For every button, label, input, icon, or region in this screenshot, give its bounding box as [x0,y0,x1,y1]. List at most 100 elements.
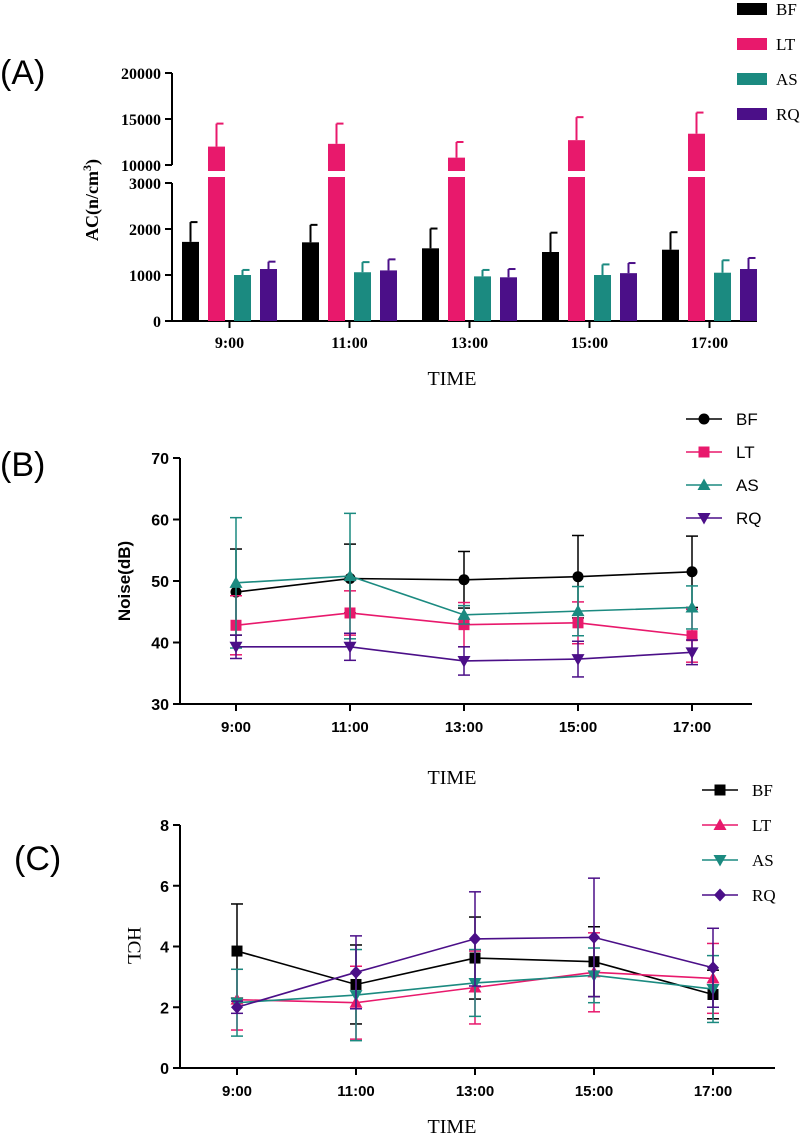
bar-bf-15-00 [542,252,559,321]
legend-label-as: AS [736,476,759,495]
point-rq-11-00 [343,641,357,654]
legend-label-as: AS [752,851,774,870]
x-tick-label: 13:00 [445,719,483,736]
x-tick-label: 11:00 [331,719,369,736]
bar-lt-17-00-lower [688,177,705,321]
point-rq-13-00 [469,932,481,946]
x-tick-label: 17:00 [673,719,711,736]
y-tick-label: 3000 [129,176,161,193]
point-as-11-00 [343,569,357,582]
bar-lt-11-00-lower [328,177,345,321]
legend-label-bf: BF [752,781,773,800]
x-tick-label: 9:00 [221,719,251,736]
x-axis-label: TIME [428,1116,477,1137]
bar-as-11-00 [354,272,371,321]
bar-as-17-00 [714,272,731,321]
y-axis-label: AC(n/cm3) [80,159,103,241]
bar-lt-9-00-upper [208,146,225,171]
bar-rq-11-00 [380,270,397,321]
y-axis-label-close: ) [82,159,103,165]
point-rq-15-00 [588,930,600,944]
y-tick-label: 50 [151,574,169,591]
point-as-13-00 [457,608,471,620]
legend-label-rq: RQ [736,509,762,528]
legend-label-lt: LT [776,35,796,54]
legend-label-bf: BF [736,410,758,429]
point-rq-17-00 [685,647,699,659]
bar-lt-13-00-lower [448,177,465,321]
point-rq-11-00 [350,965,362,979]
bar-bf-9-00 [182,241,199,321]
legend-label-as: AS [776,70,798,89]
point-rq-17-00 [707,961,719,975]
legend-swatch-as [737,73,767,85]
point-rq-9-00 [231,1000,243,1014]
x-axis-label: TIME [428,368,477,390]
point-as-17-00 [685,600,699,613]
x-tick-label: 11:00 [337,1083,375,1100]
x-tick-label: 9:00 [215,335,244,352]
chart-c: 0 2 4 6 8 9:00 11:00 13:00 15:00 17:00 TIME HCL BF LT… [123,781,776,1137]
y-tick-label: 15000 [121,112,161,129]
bar-lt-11-00-upper [328,143,345,171]
x-tick-label: 11:00 [331,335,367,352]
legend-swatch-bf [737,3,767,15]
legend-label-lt: LT [752,816,772,835]
bar-lt-15-00-upper [568,140,585,171]
x-tick-label: 13:00 [456,1083,494,1100]
y-tick-label: 70 [151,451,169,468]
point-rq-9-00 [229,641,243,654]
y-axis-label: HCL [123,927,144,965]
legend-marker-rq [714,888,726,902]
point-bf-13-00 [458,574,470,586]
bar-as-9-00 [234,275,251,321]
y-tick-label: 10000 [121,158,161,175]
legend-label-lt: LT [736,443,755,462]
y-tick-label: 0 [153,314,161,331]
point-bf-9-00 [231,945,243,957]
bar-as-15-00 [594,275,611,321]
point-bf-17-00 [686,566,698,578]
y-tick-label: 20000 [121,66,161,83]
legend-marker-lt [713,818,727,830]
panel-label-c: (C) [14,840,61,878]
panel-label-b: (B) [0,446,45,484]
legend-label-rq: RQ [776,105,800,124]
y-tick-label: 0 [160,1061,169,1078]
x-tick-label: 15:00 [559,719,597,736]
legend-marker-bf [698,413,710,425]
y-tick-label: 8 [160,818,169,835]
bar-lt-9-00-lower [208,177,225,321]
legend-swatch-lt [737,38,767,50]
y-tick-label: 4 [160,940,169,957]
legend-marker-as [713,855,727,867]
x-tick-label: 9:00 [222,1083,252,1100]
y-tick-label: 60 [151,513,169,530]
point-lt-17-00 [686,630,698,642]
y-axis-label-sup: 3 [80,165,94,171]
y-tick-label: 2 [160,1000,169,1017]
legend-label-bf: BF [776,0,797,19]
y-axis-label-main: AC(n/cm [82,171,103,241]
x-tick-label: 15:00 [571,335,608,352]
point-as-15-00 [571,604,585,617]
legend-marker-rq [697,513,711,525]
x-tick-label: 13:00 [451,335,488,352]
bar-bf-13-00 [422,248,439,321]
point-as-9-00 [229,576,243,588]
bar-rq-15-00 [620,273,637,321]
y-tick-label: 40 [151,636,169,653]
legend-marker-bf [714,784,726,796]
legend-marker-lt [698,446,710,458]
legend-marker-as [697,478,711,490]
bar-lt-13-00-upper [448,157,465,171]
y-tick-label: 2000 [129,222,161,239]
point-rq-15-00 [571,654,585,666]
bar-lt-17-00-upper [688,133,705,171]
bar-bf-11-00 [302,242,319,321]
y-tick-label: 1000 [129,268,161,285]
bar-bf-17-00 [662,249,679,321]
bar-rq-13-00 [500,277,517,321]
